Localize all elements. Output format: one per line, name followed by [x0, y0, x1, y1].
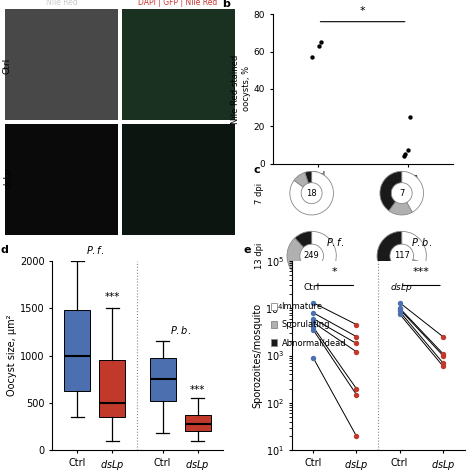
Text: 117: 117 — [394, 252, 410, 260]
Text: $ds\it{Lp}$: $ds\it{Lp}$ — [390, 281, 413, 294]
Point — [396, 305, 403, 313]
PathPatch shape — [100, 360, 126, 417]
Point — [353, 339, 360, 347]
Wedge shape — [380, 171, 402, 211]
Text: Abnormal/dead: Abnormal/dead — [282, 338, 346, 347]
Wedge shape — [295, 231, 312, 247]
Text: $P. b.$: $P. b.$ — [411, 237, 432, 248]
Point — [404, 146, 411, 154]
Y-axis label: Oocyst size, μm²: Oocyst size, μm² — [7, 315, 17, 396]
Text: 7 dpi: 7 dpi — [255, 183, 264, 204]
Text: d: d — [1, 245, 9, 255]
Text: Ctrl: Ctrl — [303, 283, 319, 292]
PathPatch shape — [64, 310, 90, 391]
Point — [439, 362, 447, 370]
Text: Ctrl: Ctrl — [2, 58, 11, 74]
Y-axis label: Sporozoites/mosquito: Sporozoites/mosquito — [253, 303, 263, 408]
Wedge shape — [297, 231, 336, 281]
Wedge shape — [290, 171, 333, 215]
Text: ***: *** — [190, 385, 205, 395]
Wedge shape — [401, 231, 426, 264]
Point — [353, 385, 360, 392]
Text: 249: 249 — [304, 252, 319, 260]
Point — [310, 315, 317, 322]
Text: 7: 7 — [399, 189, 404, 198]
Point — [310, 299, 317, 307]
Point — [396, 299, 403, 307]
Text: 18: 18 — [306, 189, 317, 198]
Wedge shape — [401, 171, 423, 212]
Point — [310, 326, 317, 334]
Point — [439, 350, 447, 357]
Point — [353, 321, 360, 328]
Wedge shape — [305, 171, 312, 183]
Point — [309, 54, 316, 61]
Point — [407, 113, 414, 121]
Text: ***: *** — [105, 292, 120, 301]
Point — [317, 38, 324, 46]
Point — [396, 308, 403, 315]
Text: 13 dpi: 13 dpi — [255, 243, 264, 269]
Text: Nile Red: Nile Red — [46, 0, 78, 7]
Text: *: * — [332, 267, 337, 277]
Point — [353, 348, 360, 356]
Text: *: * — [360, 6, 365, 16]
Point — [353, 333, 360, 340]
Text: e: e — [243, 245, 251, 255]
Wedge shape — [377, 231, 402, 271]
Text: c: c — [254, 165, 260, 175]
Point — [310, 319, 317, 326]
Point — [315, 42, 323, 50]
Text: $P. f.$: $P. f.$ — [86, 244, 104, 256]
Text: b: b — [222, 0, 230, 9]
Point — [310, 323, 317, 331]
Point — [353, 432, 360, 440]
PathPatch shape — [185, 415, 211, 431]
Point — [439, 352, 447, 359]
Y-axis label: Nile Red-stained
oocysts, %: Nile Red-stained oocysts, % — [231, 54, 251, 124]
Point — [353, 391, 360, 398]
Text: DAPI | GFP | Nile Red: DAPI | GFP | Nile Red — [137, 0, 217, 7]
Point — [401, 150, 409, 158]
Text: ***: *** — [413, 267, 430, 277]
Point — [396, 304, 403, 312]
Wedge shape — [389, 201, 412, 215]
Point — [439, 359, 447, 366]
Text: Immature: Immature — [282, 302, 323, 311]
Point — [439, 333, 447, 340]
PathPatch shape — [149, 358, 175, 401]
Text: $P. b.$: $P. b.$ — [170, 324, 191, 336]
Text: Sporulating: Sporulating — [282, 320, 330, 329]
Wedge shape — [294, 173, 309, 187]
Point — [401, 152, 408, 160]
Wedge shape — [287, 238, 305, 276]
Wedge shape — [382, 260, 425, 281]
Point — [310, 354, 317, 362]
Text: $ds\it{Lp}$: $ds\it{Lp}$ — [2, 167, 15, 190]
Point — [310, 309, 317, 317]
Point — [396, 310, 403, 318]
Text: $P. f.$: $P. f.$ — [326, 237, 344, 248]
